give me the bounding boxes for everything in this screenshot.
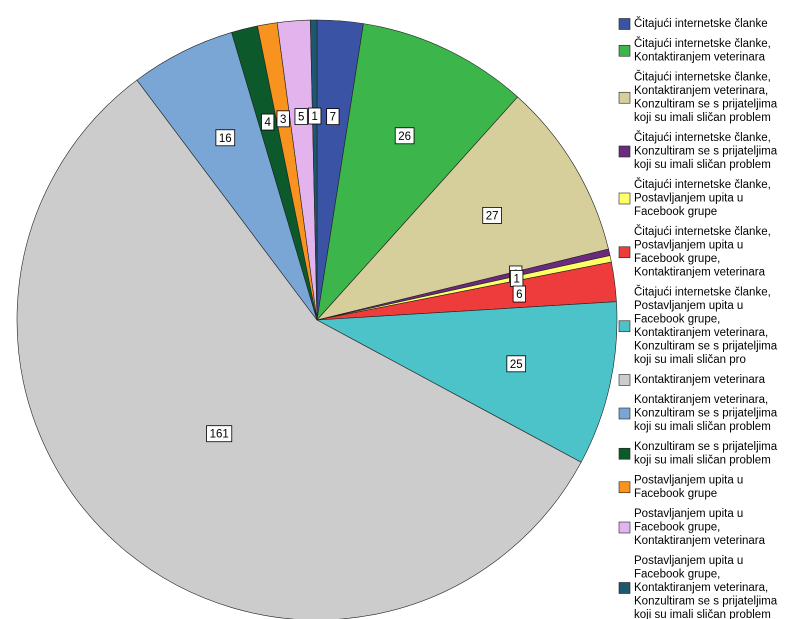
data-label: 16 (219, 133, 232, 145)
legend-label: Postavljanjem upita u (634, 240, 743, 252)
data-label: 5 (298, 112, 304, 124)
data-label-box (482, 206, 502, 224)
legend-label: Kontaktiranjem veterinara (634, 374, 766, 386)
legend-label: Kontaktiranjem veterinara (634, 535, 766, 547)
data-label-box (394, 127, 415, 145)
data-label-box (276, 110, 290, 128)
legend-swatch (618, 481, 631, 494)
legend-label: Facebook grupe (634, 206, 717, 218)
data-label-box (261, 113, 275, 131)
data-label-box (215, 129, 236, 147)
data-label-box (294, 108, 308, 126)
legend-label: Kontaktiranjem veterinara (634, 52, 766, 64)
pie-slice (316, 23, 519, 321)
data-label-box (206, 425, 233, 443)
legend-swatch (618, 91, 631, 104)
data-label: 161 (210, 429, 229, 441)
legend-label: Kontaktiranjem veterinara, (634, 85, 768, 97)
data-label: 26 (398, 131, 411, 143)
legend-swatch (618, 145, 631, 158)
data-label-box (512, 285, 526, 303)
legend-label: Kontaktiranjem veterinara (634, 267, 766, 279)
data-label-box (326, 108, 340, 126)
data-label: 1 (312, 111, 318, 123)
legend-swatch (618, 44, 631, 57)
legend-label: Postavljanjem upita u (634, 508, 743, 520)
legend-label: koji su imali sličan problem (634, 421, 771, 433)
legend-label: Konzultiram se s prijateljima (634, 341, 778, 353)
legend-label: Postavljanjem upita u (634, 555, 743, 567)
legend-label: Facebook grupe (634, 488, 717, 500)
legend-swatch (618, 521, 631, 534)
legend-label: Čitajući internetske članke, (634, 225, 771, 238)
legend-swatch (618, 447, 631, 460)
legend-label: Čitajući internetske članke (634, 17, 768, 30)
legend-label: Čitajući internetske članke, (634, 131, 771, 144)
legend-label: Konzultiram se s prijateljima (634, 146, 778, 158)
legend-label: Facebook grupe, (634, 314, 720, 326)
legend-label: Postavljanjem upita u (634, 300, 743, 312)
legend-swatch (618, 320, 631, 333)
legend-label: Konzultiram se s prijateljima (634, 408, 778, 420)
pie-slice (16, 79, 582, 619)
legend-swatch (618, 374, 631, 386)
legend-label: Konzultiram se s prijateljima (634, 596, 778, 608)
data-label: 6 (516, 289, 522, 301)
data-label-box (506, 355, 527, 373)
data-label: 7 (330, 112, 336, 124)
data-label-box (308, 107, 322, 125)
legend-swatch (618, 192, 631, 205)
legend-label: koji su imali sličan problem (634, 609, 771, 619)
legend-label: Čitajući internetske članke, (634, 71, 771, 84)
legend-label: Postavljanjem upita u (634, 193, 743, 205)
legend-label: Kontaktiranjem veterinara, (634, 394, 768, 406)
data-label: 1 (514, 273, 520, 285)
legend-label: Facebook grupe, (634, 253, 720, 265)
legend-swatch (618, 407, 631, 420)
pie-slice (315, 301, 618, 463)
legend-label: koji su imali sličan problem (634, 159, 771, 171)
legend-label: Facebook grupe, (634, 522, 720, 534)
data-label: 4 (264, 117, 271, 129)
pie-slice (310, 19, 318, 321)
legend-label: Konzultiram se s prijateljima (634, 99, 778, 111)
legend-label: Čitajući internetske članke, (634, 178, 771, 191)
legend-label: Čitajući internetske članke, (634, 286, 771, 299)
legend-label: koji su imali sličan pro (634, 354, 746, 366)
legend-swatch (618, 18, 631, 30)
legend-swatch (618, 246, 631, 259)
legend-label: Konzultiram se s prijateljima (634, 441, 778, 453)
legend-label: koji su imali sličan problem (634, 455, 771, 467)
legend-label: Čitajući internetske članke, (634, 37, 771, 50)
legend-label: Kontaktiranjem veterinara, (634, 327, 768, 339)
data-label: 27 (486, 210, 499, 222)
data-label: 3 (280, 114, 286, 126)
legend-label: Facebook grupe, (634, 569, 720, 581)
legend-label: koji su imali sličan problem (634, 112, 771, 124)
legend-label: Postavljanjem upita u (634, 475, 743, 487)
legend-label: Kontaktiranjem veterinara, (634, 582, 768, 594)
legend-swatch (618, 582, 631, 594)
data-label: 25 (510, 359, 523, 371)
pie-slice (316, 96, 609, 321)
